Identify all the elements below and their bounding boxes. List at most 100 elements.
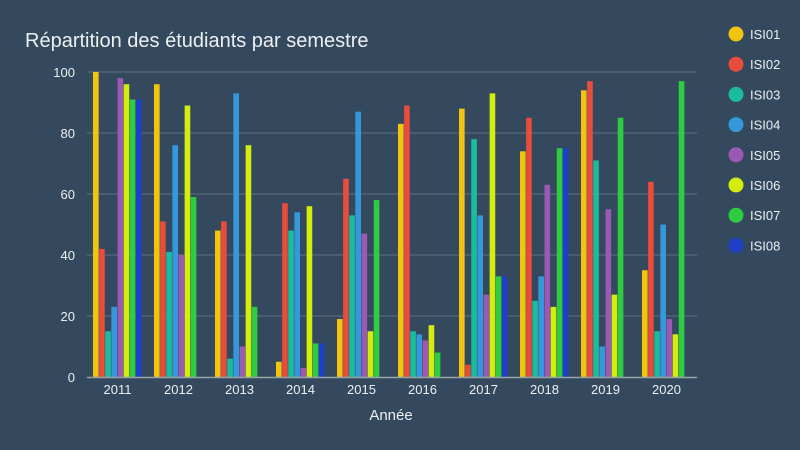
- legend-label: ISI06: [750, 178, 780, 193]
- bar: [581, 90, 587, 378]
- bar: [495, 276, 502, 377]
- y-tick-label: 60: [61, 187, 75, 202]
- x-axis-label: Année: [369, 407, 412, 424]
- bar: [154, 84, 160, 377]
- bar: [361, 233, 368, 377]
- x-tick-label: 2018: [530, 382, 559, 397]
- legend: ISI01 ISI02 ISI03 ISI04 ISI05 ISI06 ISI07 ISI08: [728, 26, 781, 254]
- legend-marker: [728, 26, 744, 42]
- legend-item[interactable]: ISI03: [728, 86, 781, 103]
- bar: [538, 276, 544, 377]
- legend-label: ISI02: [750, 57, 780, 72]
- bar: [233, 93, 239, 377]
- bar: [678, 81, 685, 378]
- y-tick-label: 80: [61, 126, 75, 141]
- bar: [318, 343, 325, 377]
- bar: [300, 367, 307, 377]
- bar: [544, 184, 551, 377]
- bar: [465, 364, 471, 377]
- bar: [227, 358, 233, 377]
- bar: [416, 334, 422, 377]
- legend-marker: [728, 237, 744, 253]
- bar: [593, 160, 599, 377]
- legend-item[interactable]: ISI01: [728, 26, 781, 43]
- y-tick-labels: 0 20 40 60 80 100: [53, 65, 75, 385]
- legend-label: ISI07: [750, 208, 780, 223]
- x-tick-label: 2017: [469, 382, 498, 397]
- bar: [556, 148, 563, 377]
- bar: [105, 331, 111, 377]
- legend-item[interactable]: ISI04: [728, 117, 781, 133]
- bar: [93, 72, 99, 377]
- bar: [666, 319, 673, 377]
- bar: [239, 346, 246, 377]
- legend-marker: [728, 147, 744, 163]
- bar: [532, 300, 538, 377]
- bar: [221, 221, 227, 377]
- bar: [550, 306, 557, 377]
- x-tick-label: 2011: [104, 382, 132, 397]
- bar: [294, 212, 300, 377]
- bar: [501, 276, 508, 377]
- bar: [434, 352, 441, 377]
- x-tick-label: 2012: [164, 382, 193, 397]
- bar: [367, 331, 374, 377]
- legend-item[interactable]: ISI05: [728, 147, 781, 163]
- bar: [562, 148, 569, 377]
- bar: [135, 99, 142, 377]
- bar: [288, 230, 294, 377]
- bar: [215, 230, 221, 377]
- bar: [617, 117, 624, 377]
- legend-item[interactable]: ISI08: [728, 237, 781, 254]
- bar: [337, 319, 343, 377]
- bar: [654, 331, 660, 377]
- legend-marker: [728, 56, 744, 72]
- bar: [587, 81, 593, 378]
- legend-label: ISI03: [750, 87, 780, 102]
- bar: [489, 93, 496, 377]
- y-tick-label: 100: [53, 65, 75, 80]
- bar: [599, 346, 605, 377]
- bar: [526, 117, 532, 377]
- bar: [111, 306, 117, 377]
- bar: [190, 197, 197, 377]
- x-tick-label: 2015: [347, 382, 376, 397]
- bar: [343, 178, 349, 377]
- bar: [172, 145, 178, 377]
- bar: [349, 215, 355, 377]
- bar: [660, 224, 666, 377]
- bar: [459, 108, 465, 377]
- x-tick-label: 2013: [225, 382, 254, 397]
- bar: [245, 145, 252, 377]
- x-tick-label: 2020: [652, 382, 681, 397]
- bar: [160, 221, 166, 377]
- bar: [282, 203, 288, 377]
- legend-item[interactable]: ISI06: [728, 177, 781, 194]
- x-tick-label: 2016: [408, 382, 437, 397]
- bar: [477, 215, 483, 377]
- x-tick-labels: 2011 2012 2013 2014 2015 2016 2017 2018 2019 2020: [104, 382, 681, 397]
- bar: [672, 334, 679, 377]
- legend-item[interactable]: ISI02: [728, 56, 781, 73]
- legend-label: ISI04: [750, 118, 780, 133]
- bar: [276, 361, 282, 377]
- bar: [306, 206, 313, 377]
- bar: [471, 139, 477, 377]
- bar: [611, 294, 618, 377]
- y-tick-label: 40: [61, 248, 75, 263]
- bar: [129, 99, 136, 377]
- bar: [605, 209, 612, 377]
- x-tick-label: 2014: [286, 382, 315, 397]
- legend-item[interactable]: ISI07: [728, 207, 781, 224]
- legend-marker: [728, 117, 744, 133]
- bar: [99, 248, 105, 377]
- legend-label: ISI05: [750, 148, 780, 163]
- legend-label: ISI08: [750, 238, 780, 253]
- bars-group: [93, 72, 685, 378]
- legend-marker: [728, 207, 744, 223]
- bar: [123, 84, 130, 377]
- y-tick-label: 20: [61, 309, 75, 324]
- bar: [648, 181, 654, 377]
